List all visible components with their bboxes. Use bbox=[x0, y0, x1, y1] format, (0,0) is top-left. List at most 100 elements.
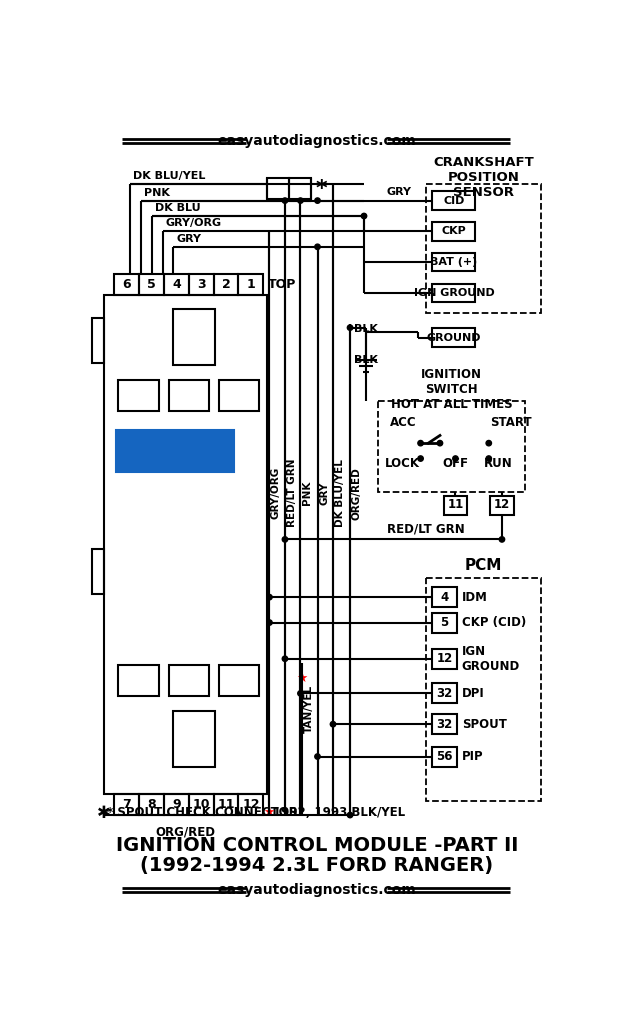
Bar bbox=[426, 578, 541, 801]
Bar bbox=[219, 380, 260, 411]
Text: BLK: BLK bbox=[354, 323, 378, 334]
Text: RUN: RUN bbox=[484, 457, 512, 471]
Circle shape bbox=[486, 441, 491, 446]
Text: 4: 4 bbox=[172, 278, 181, 291]
Text: GRY/ORG: GRY/ORG bbox=[271, 467, 281, 519]
Text: 8: 8 bbox=[147, 798, 156, 811]
Text: 5: 5 bbox=[441, 616, 449, 629]
Bar bbox=[172, 309, 215, 365]
Circle shape bbox=[282, 656, 287, 661]
Bar bbox=[432, 714, 457, 734]
Bar bbox=[114, 793, 139, 815]
Text: DK BLU/YEL: DK BLU/YEL bbox=[133, 171, 205, 180]
Bar bbox=[490, 495, 514, 515]
Text: GRY: GRY bbox=[386, 186, 412, 197]
Text: START: START bbox=[491, 416, 532, 428]
Text: PNK: PNK bbox=[302, 481, 312, 506]
Text: ✱: ✱ bbox=[96, 803, 111, 822]
Bar bbox=[164, 793, 189, 815]
Bar bbox=[432, 329, 475, 347]
Text: GRY/ORG: GRY/ORG bbox=[166, 218, 222, 229]
Bar bbox=[289, 177, 310, 199]
Text: DPI: DPI bbox=[462, 687, 485, 700]
Text: TOP: TOP bbox=[268, 278, 296, 291]
Text: MODULE: MODULE bbox=[145, 452, 205, 465]
Bar bbox=[164, 274, 189, 296]
Text: 4: 4 bbox=[441, 590, 449, 604]
Text: 1992, 1993 BLK/YEL: 1992, 1993 BLK/YEL bbox=[273, 806, 405, 819]
Text: IGN
GROUND: IGN GROUND bbox=[462, 645, 520, 673]
Bar bbox=[239, 793, 263, 815]
Text: 11: 11 bbox=[447, 499, 464, 511]
Circle shape bbox=[298, 691, 303, 696]
Bar bbox=[92, 318, 104, 363]
Text: CKP: CKP bbox=[441, 227, 466, 237]
Text: ORG/RED: ORG/RED bbox=[156, 825, 216, 838]
Text: IGNITION CONTROL: IGNITION CONTROL bbox=[108, 439, 242, 451]
Text: DK BLU: DK BLU bbox=[154, 203, 200, 213]
Text: IGNITION CONTROL MODULE -PART II: IGNITION CONTROL MODULE -PART II bbox=[116, 835, 518, 855]
Circle shape bbox=[330, 721, 336, 727]
Text: 6: 6 bbox=[122, 278, 131, 291]
Circle shape bbox=[347, 324, 353, 331]
Bar bbox=[189, 793, 214, 815]
Circle shape bbox=[499, 537, 505, 542]
Bar bbox=[116, 431, 234, 473]
Bar bbox=[169, 665, 209, 695]
Circle shape bbox=[347, 813, 353, 818]
Circle shape bbox=[315, 198, 320, 203]
Bar bbox=[267, 177, 289, 199]
Bar bbox=[219, 665, 260, 695]
Bar bbox=[378, 401, 525, 491]
Circle shape bbox=[315, 754, 320, 759]
Bar bbox=[118, 380, 159, 411]
Text: GRY: GRY bbox=[177, 234, 201, 244]
Text: easyautodiagnostics.com: easyautodiagnostics.com bbox=[218, 134, 416, 147]
Bar bbox=[214, 274, 239, 296]
Text: CKP (CID): CKP (CID) bbox=[462, 616, 526, 629]
Circle shape bbox=[298, 198, 303, 203]
Bar bbox=[139, 793, 164, 815]
Text: (1992-1994 2.3L FORD RANGER): (1992-1994 2.3L FORD RANGER) bbox=[140, 856, 493, 874]
Circle shape bbox=[267, 594, 272, 599]
Text: GROUND: GROUND bbox=[426, 333, 481, 343]
Text: PNK: PNK bbox=[144, 187, 170, 198]
Circle shape bbox=[315, 244, 320, 249]
Circle shape bbox=[362, 213, 366, 218]
Bar bbox=[114, 274, 139, 296]
Bar bbox=[432, 683, 457, 703]
Bar bbox=[432, 649, 457, 668]
Text: DK BLU/YEL: DK BLU/YEL bbox=[334, 459, 345, 527]
Text: 32: 32 bbox=[436, 718, 453, 730]
Text: IGN GROUND: IGN GROUND bbox=[413, 288, 494, 298]
Text: ORG/RED: ORG/RED bbox=[352, 467, 362, 519]
Bar bbox=[432, 283, 475, 302]
Bar bbox=[444, 495, 467, 515]
Bar bbox=[239, 274, 263, 296]
Text: 1: 1 bbox=[247, 278, 255, 291]
Text: GRY: GRY bbox=[319, 482, 329, 505]
Text: RED/LT GRN: RED/LT GRN bbox=[387, 522, 465, 536]
Bar bbox=[432, 192, 475, 210]
Circle shape bbox=[267, 620, 272, 625]
Bar bbox=[214, 793, 239, 815]
Circle shape bbox=[438, 441, 442, 446]
Text: 3: 3 bbox=[197, 278, 206, 291]
Text: 5: 5 bbox=[147, 278, 156, 291]
Circle shape bbox=[418, 441, 423, 446]
Bar bbox=[139, 274, 164, 296]
Circle shape bbox=[486, 456, 491, 461]
Text: *: * bbox=[316, 179, 327, 199]
Bar bbox=[432, 222, 475, 241]
Text: SPOUT: SPOUT bbox=[462, 718, 507, 730]
Text: IDM: IDM bbox=[462, 590, 488, 604]
Text: 2: 2 bbox=[222, 278, 231, 291]
Text: * SPOUT CHECK CONNECTOR: * SPOUT CHECK CONNECTOR bbox=[107, 806, 297, 819]
Bar bbox=[432, 747, 457, 766]
Bar bbox=[169, 380, 209, 411]
Bar bbox=[104, 296, 267, 793]
Bar bbox=[432, 253, 475, 272]
Text: 12: 12 bbox=[494, 499, 510, 511]
Bar bbox=[118, 665, 159, 695]
Text: PCM: PCM bbox=[465, 558, 502, 573]
